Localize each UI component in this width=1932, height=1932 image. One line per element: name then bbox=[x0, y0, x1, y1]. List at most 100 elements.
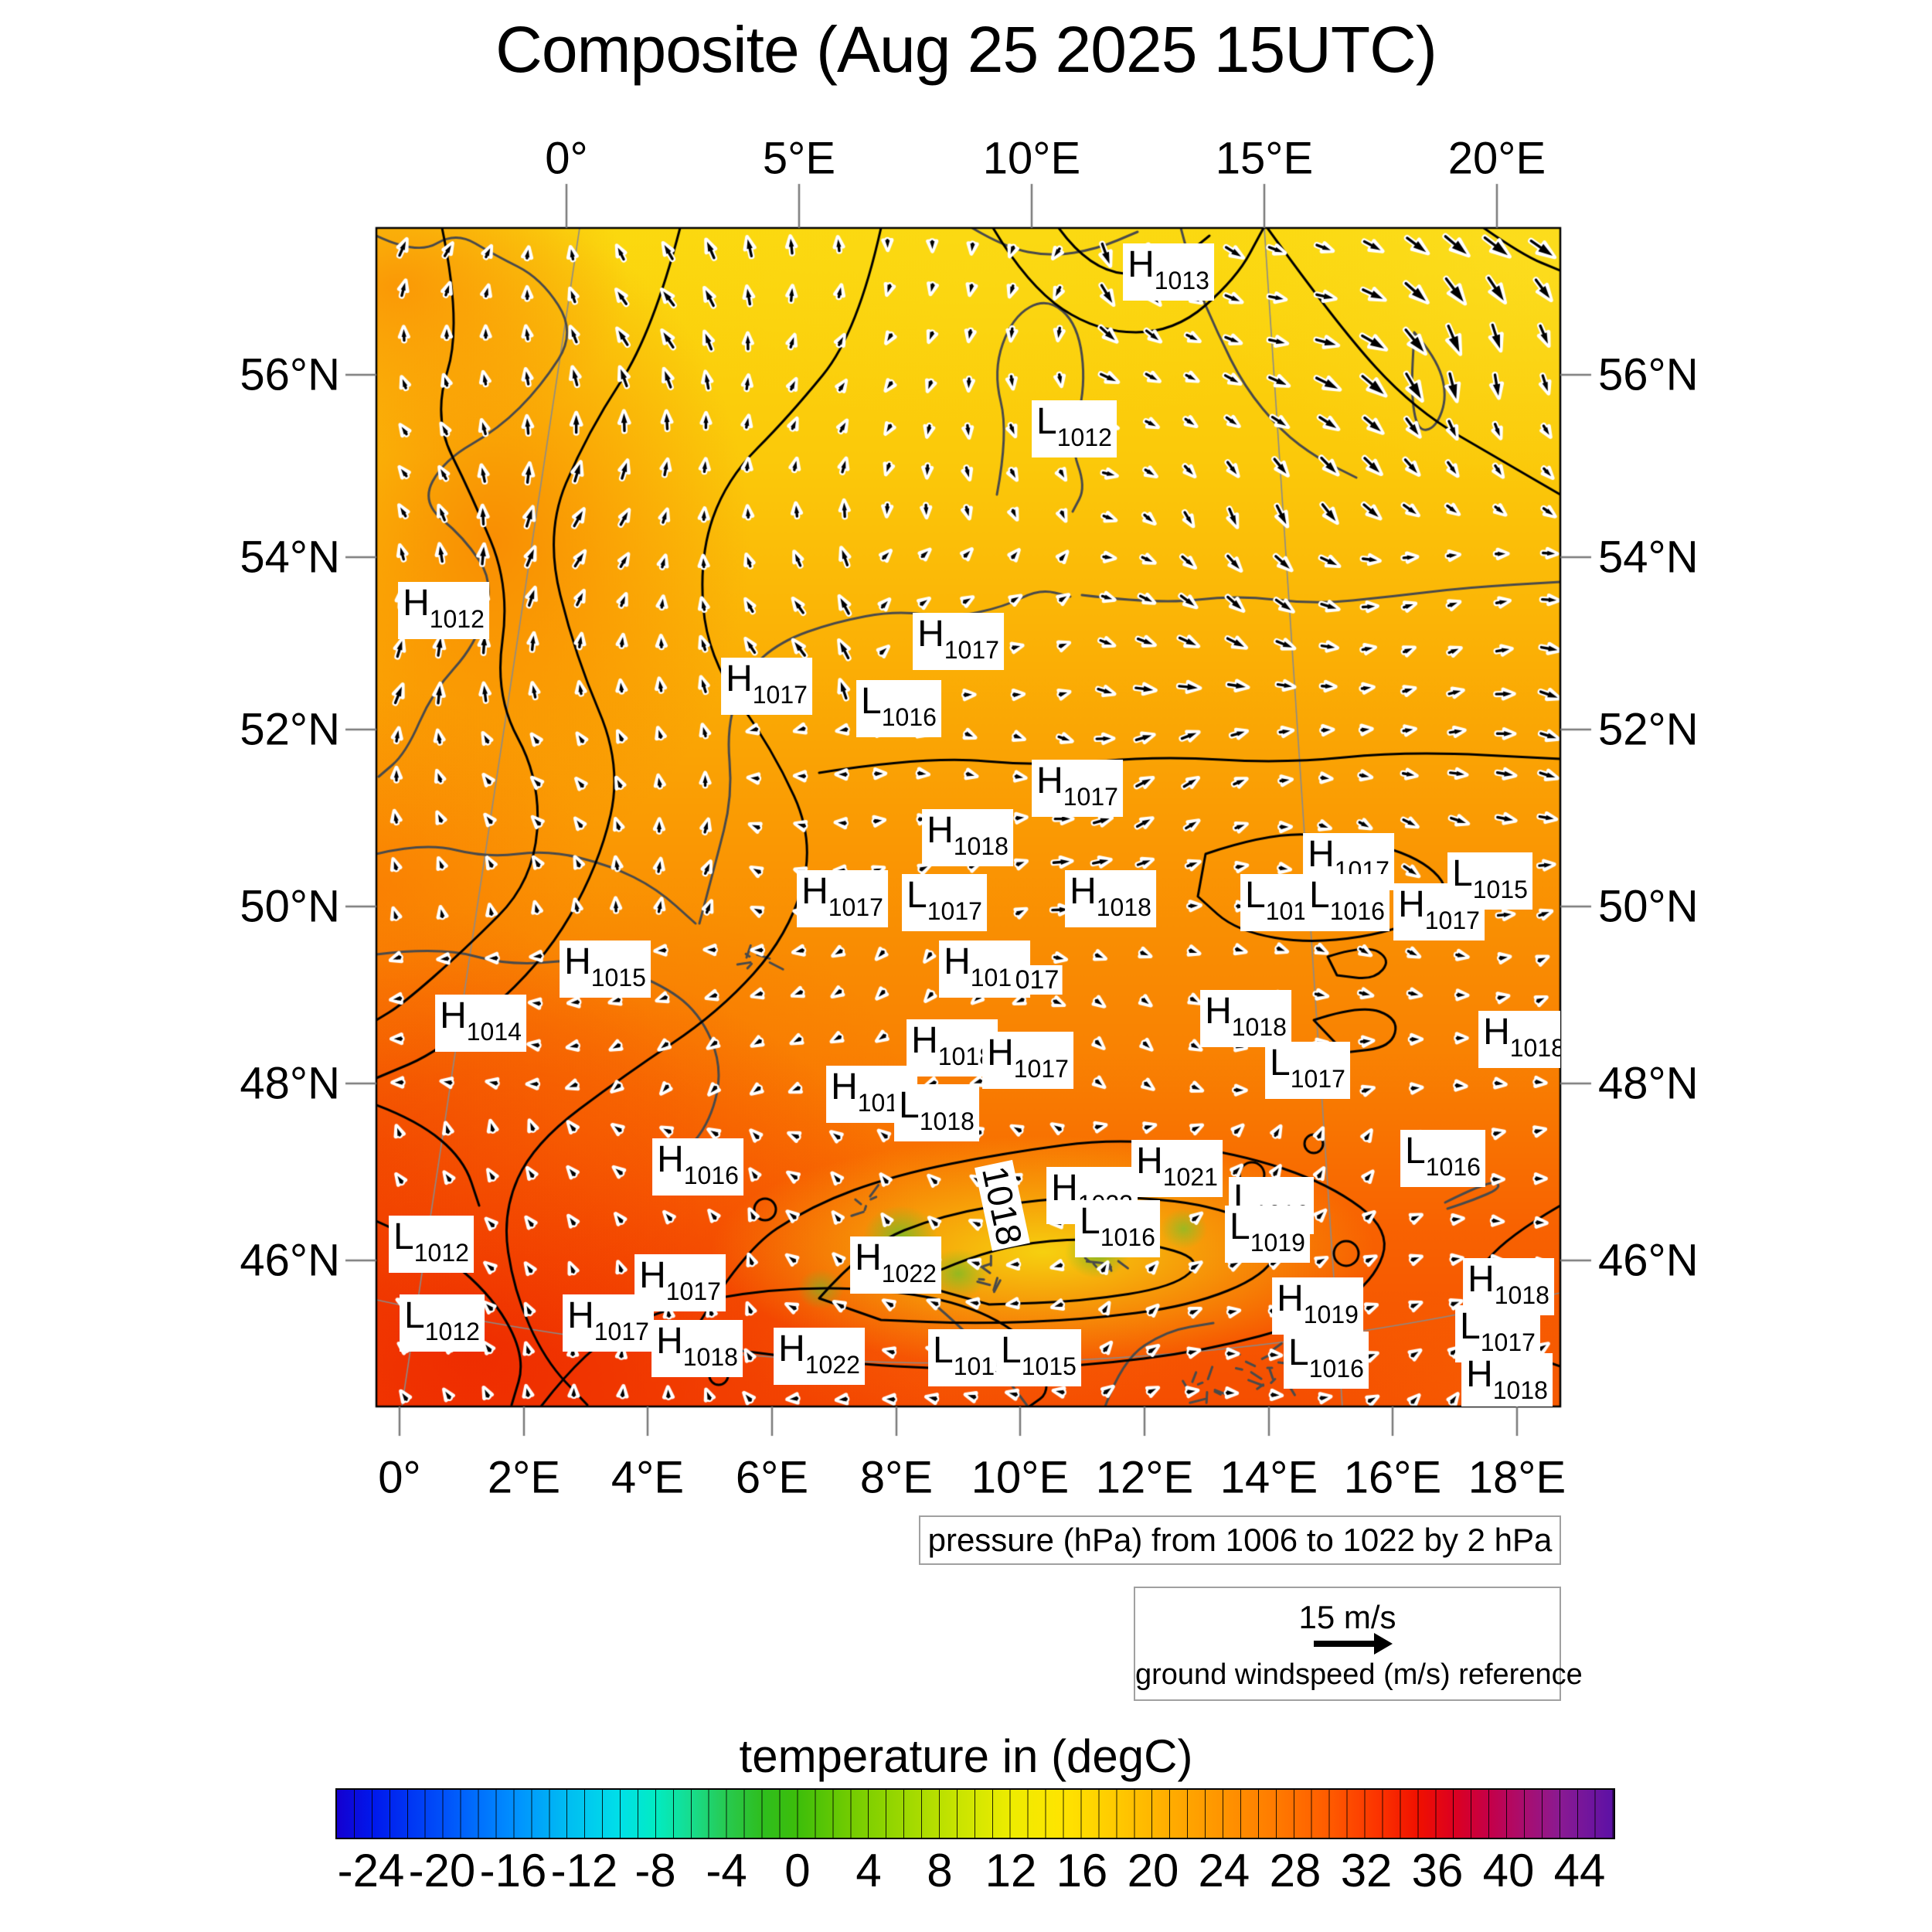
pressure-label-H1014: H1014 bbox=[435, 995, 526, 1052]
pressure-letter: L bbox=[1405, 1131, 1426, 1172]
pressure-letter: H bbox=[403, 583, 430, 624]
colorbar-tick-labels: -24 -20 -16 -12 -8 -4 0 4 8 12 16 20 24 28 32 36 40 44 bbox=[335, 1844, 1615, 1898]
pressure-value: 1021 bbox=[1162, 1163, 1218, 1191]
pressure-value: 1017 bbox=[1013, 1055, 1069, 1083]
pressure-label-H1016: H1016 bbox=[652, 1138, 743, 1196]
pressure-letter: L bbox=[1230, 1206, 1250, 1247]
pressure-label-L1017: L1017 bbox=[1265, 1042, 1350, 1099]
pressure-value: 1017 bbox=[828, 893, 883, 921]
pressure-value: 1012 bbox=[413, 1239, 469, 1267]
pressure-value: 1014 bbox=[466, 1018, 522, 1046]
pressure-value: 1015 bbox=[1472, 876, 1528, 903]
map-area: H1013 L1012 H1012 H1017 H1017 L1016 H1017 H1018… bbox=[376, 228, 1560, 1406]
colorbar-title: temperature in (degC) bbox=[739, 1730, 1193, 1782]
pressure-letter: H bbox=[657, 1139, 684, 1180]
colorbar-tick-4: 4 bbox=[855, 1845, 882, 1896]
colorbar-tick-20: 20 bbox=[1127, 1845, 1179, 1896]
right-tick-label: 54°N bbox=[1598, 532, 1699, 583]
pressure-value: 1017 bbox=[1290, 1065, 1345, 1093]
pressure-letter: H bbox=[1205, 991, 1232, 1032]
pressure-value: 1012 bbox=[424, 1318, 480, 1345]
pressure-label-H1017: H1017 bbox=[982, 1032, 1073, 1089]
pressure-label-H1018: H1018 bbox=[1065, 870, 1156, 927]
colorbar-tick-0: 0 bbox=[784, 1845, 811, 1896]
pressure-letter: L bbox=[1245, 875, 1266, 916]
pressure-label-L1015: L1015 bbox=[1447, 852, 1532, 910]
pressure-letter: H bbox=[1128, 244, 1155, 285]
pressure-label-H1017: H1017 bbox=[1032, 760, 1123, 817]
pressure-value: 1018 bbox=[1494, 1281, 1549, 1309]
pressure-label-H1017: H1017 bbox=[797, 870, 888, 927]
pressure-letter: H bbox=[944, 941, 971, 982]
pressure-letter: L bbox=[899, 1085, 920, 1126]
pressure-letter: H bbox=[927, 810, 954, 851]
pressure-label-H1019: H1019 bbox=[1272, 1277, 1363, 1335]
colorbar-tick--4: -4 bbox=[706, 1845, 747, 1896]
pressure-letter: H bbox=[726, 658, 753, 699]
pressure-letter: L bbox=[1270, 1043, 1291, 1083]
bottom-tick-label: 18°E bbox=[1468, 1452, 1566, 1503]
pressure-letter: H bbox=[778, 1328, 805, 1369]
pressure-value: 1018 bbox=[919, 1107, 975, 1135]
pressure-label-H1022: H1022 bbox=[774, 1328, 865, 1385]
bottom-tick-label: 6°E bbox=[735, 1452, 809, 1503]
pressure-value: 1018 bbox=[1231, 1013, 1287, 1041]
pressure-value: 1018 bbox=[682, 1343, 738, 1371]
left-tick-label: 52°N bbox=[240, 704, 340, 755]
pressure-letter: L bbox=[1036, 401, 1057, 442]
pressure-letter: H bbox=[1466, 1354, 1493, 1395]
pressure-label-H1018: H1018 bbox=[1200, 990, 1291, 1047]
pressure-legend-box: pressure (hPa) from 1006 to 1022 by 2 hP… bbox=[919, 1515, 1561, 1565]
pressure-label-H1013: H1013 bbox=[1123, 243, 1214, 301]
bottom-tick-label: 4°E bbox=[611, 1452, 685, 1503]
top-tick-label: 15°E bbox=[1215, 133, 1314, 184]
pressure-value: 1016 bbox=[881, 703, 937, 731]
bottom-tick-label: 8°E bbox=[859, 1452, 934, 1503]
right-tick-label: 50°N bbox=[1598, 881, 1699, 932]
pressure-value: 1012 bbox=[1056, 423, 1112, 451]
wind-reference-label: ground windspeed (m/s) reference bbox=[1135, 1658, 1583, 1691]
pressure-label-H1018: H1018 bbox=[1461, 1353, 1553, 1406]
pressure-letter: H bbox=[831, 1066, 858, 1107]
wind-reference-arrow-icon bbox=[1313, 1633, 1393, 1655]
pressure-label-L1016: L1016 bbox=[856, 680, 941, 737]
top-tick-label: 0° bbox=[545, 133, 588, 184]
pressure-letter: H bbox=[1483, 1012, 1510, 1053]
pressure-letter: L bbox=[1080, 1201, 1100, 1242]
top-tick-label: 20°E bbox=[1447, 133, 1546, 184]
pressure-letter: H bbox=[1308, 834, 1335, 875]
pressure-label-L1016: L1016 bbox=[1304, 874, 1389, 931]
pressure-value: 1016 bbox=[1425, 1153, 1481, 1181]
pressure-value: 1018 bbox=[1096, 893, 1151, 921]
pressure-letter: H bbox=[564, 941, 591, 982]
pressure-letter: L bbox=[393, 1216, 414, 1257]
pressure-value: 1013 bbox=[1154, 267, 1209, 294]
pressure-value: 1016 bbox=[1100, 1223, 1155, 1251]
left-tick-label: 48°N bbox=[240, 1058, 340, 1109]
bottom-tick-label: 14°E bbox=[1219, 1452, 1318, 1503]
pressure-value: 1017 bbox=[752, 681, 808, 709]
pressure-label-H1017: H1017 bbox=[634, 1254, 726, 1311]
pressure-value: 1017 bbox=[665, 1277, 721, 1305]
pressure-label-H1017: H1017 bbox=[563, 1294, 654, 1352]
pressure-value: 1012 bbox=[429, 605, 485, 633]
colorbar-tick--20: -20 bbox=[408, 1845, 476, 1896]
pressure-letter: L bbox=[906, 875, 927, 916]
right-tick-label: 48°N bbox=[1598, 1058, 1699, 1109]
bottom-tick-label: 16°E bbox=[1343, 1452, 1442, 1503]
colorbar-tick-24: 24 bbox=[1198, 1845, 1250, 1896]
pressure-label-L1016: L1016 bbox=[1284, 1332, 1369, 1389]
pressure-label-L1012: L1012 bbox=[1032, 400, 1117, 457]
pressure-label-H1015: H1015 bbox=[560, 940, 651, 998]
pressure-label-H1012: H1012 bbox=[398, 582, 489, 639]
right-tick-label: 52°N bbox=[1598, 704, 1699, 755]
pressure-letter: H bbox=[1051, 1168, 1078, 1209]
pressure-letter: H bbox=[917, 614, 944, 655]
pressure-label-H1017: H1017 bbox=[721, 658, 812, 715]
left-tick-label: 50°N bbox=[240, 881, 340, 932]
right-tick-label: 46°N bbox=[1598, 1235, 1699, 1286]
pressure-letter: L bbox=[1001, 1330, 1022, 1371]
colorbar-tick--16: -16 bbox=[479, 1845, 547, 1896]
pressure-label-L1019: L1019 bbox=[1225, 1206, 1310, 1263]
